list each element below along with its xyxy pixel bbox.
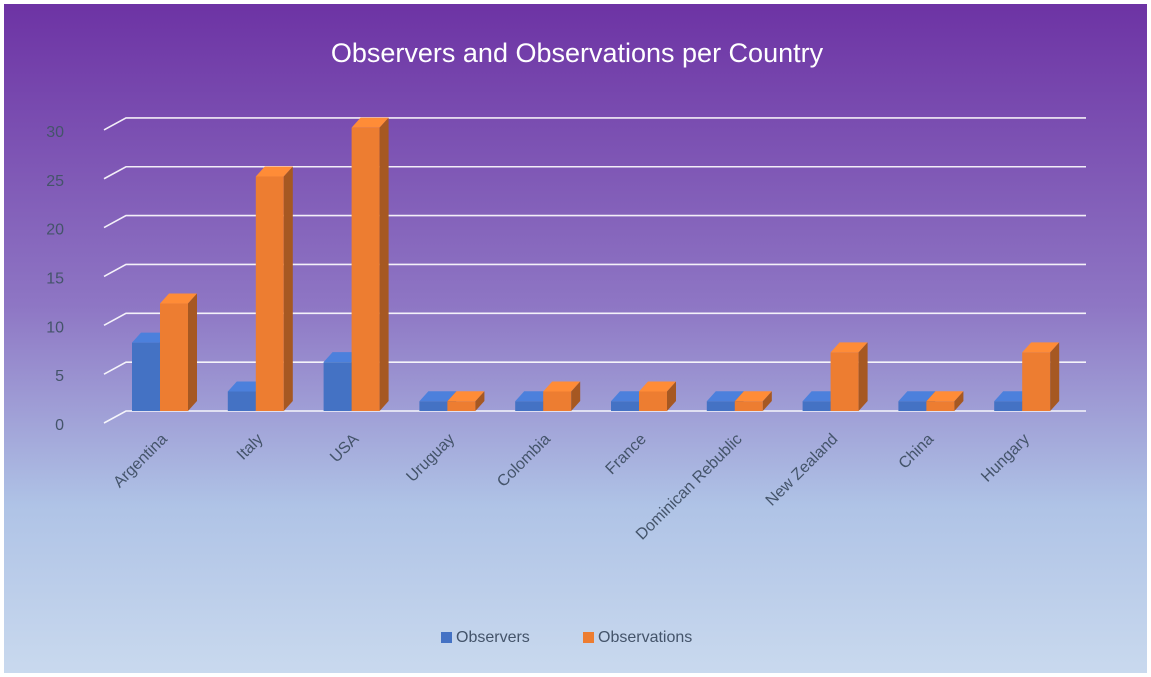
bar-side-face <box>858 342 868 411</box>
bars <box>132 117 1060 412</box>
gridlines <box>103 117 1086 424</box>
gridline-5 <box>103 165 1086 180</box>
bar-top-face <box>419 391 457 402</box>
bar-front-face <box>447 401 476 411</box>
legend: Observers Observations <box>441 629 692 646</box>
bar-observations-5 <box>639 381 676 411</box>
legend-swatch-observers <box>441 632 452 643</box>
y-axis-tick-labels: 0 5 10 15 20 25 30 <box>46 124 64 434</box>
chart-title: Observers and Observations per Country <box>331 38 824 68</box>
chart-area: Observers and Observations per Country 0… <box>4 4 1147 673</box>
bar-side-face <box>379 117 389 412</box>
legend-label-observations: Observations <box>598 629 692 646</box>
y-tick-label-0: 0 <box>55 417 64 434</box>
gridline-3 <box>103 263 1086 278</box>
bar-side-face <box>954 391 964 411</box>
bar-observations-9 <box>1022 342 1060 411</box>
bar-top-face <box>639 381 676 392</box>
bar-front-face <box>639 391 667 411</box>
gridline-2 <box>103 312 1086 327</box>
bar-front-face <box>734 401 763 411</box>
bar-top-face <box>323 352 361 363</box>
bar-top-face <box>227 381 265 392</box>
gridline-4 <box>103 214 1086 229</box>
bar-observations-3 <box>447 391 485 411</box>
bar-front-face <box>160 303 188 411</box>
bar-top-face <box>132 332 169 343</box>
bar-side-face <box>667 381 676 411</box>
bar-side-face <box>1050 342 1060 411</box>
y-tick-label-1: 5 <box>55 368 64 385</box>
bar-side-face <box>571 381 581 411</box>
y-tick-label-3: 15 <box>46 270 64 287</box>
bar-front-face <box>543 391 572 411</box>
y-tick-label-6: 30 <box>46 124 64 141</box>
legend-label-observers: Observers <box>456 629 530 646</box>
bar-top-face <box>1022 342 1060 353</box>
bar-top-face <box>830 342 868 353</box>
bar-front-face <box>898 401 927 411</box>
bar-observations-4 <box>543 381 581 411</box>
bar-observations-6 <box>734 391 772 411</box>
bar-side-face <box>188 293 197 411</box>
bar-front-face <box>611 401 639 411</box>
bar-front-face <box>515 401 544 411</box>
bar-front-face <box>419 401 448 411</box>
bar-top-face <box>351 117 389 128</box>
bar-top-face <box>898 391 936 402</box>
bar-observations-7 <box>830 342 868 411</box>
gridline-6 <box>103 117 1086 131</box>
bar-front-face <box>323 362 352 411</box>
bar-top-face <box>515 391 553 402</box>
bar-observations-2 <box>351 117 389 412</box>
bar-front-face <box>926 401 955 411</box>
bar-top-face <box>611 391 648 402</box>
gridline-0 <box>103 410 1086 424</box>
bar-chart-3d: Observers and Observations per Country 0… <box>4 4 1147 673</box>
bar-top-face <box>802 391 840 402</box>
bar-front-face <box>255 176 284 411</box>
bar-front-face <box>994 401 1023 411</box>
bar-front-face <box>830 352 859 411</box>
bar-top-face <box>994 391 1032 402</box>
bar-front-face <box>351 127 380 412</box>
bar-top-face <box>447 391 485 402</box>
y-tick-label-5: 25 <box>46 173 64 190</box>
bar-top-face <box>543 381 581 392</box>
bar-observations-8 <box>926 391 964 411</box>
bar-side-face <box>475 391 485 411</box>
bar-top-face <box>160 293 197 304</box>
bar-side-face <box>283 166 293 411</box>
bar-observations-0 <box>160 293 197 411</box>
bar-top-face <box>255 166 293 177</box>
bar-top-face <box>734 391 772 402</box>
bar-front-face <box>227 391 256 411</box>
bar-observations-1 <box>255 166 293 411</box>
bar-front-face <box>1022 352 1051 411</box>
gridline-1 <box>103 361 1086 375</box>
bar-top-face <box>926 391 964 402</box>
bar-side-face <box>762 391 772 411</box>
y-tick-label-4: 20 <box>46 222 64 239</box>
legend-swatch-observations <box>583 632 594 643</box>
y-tick-label-2: 10 <box>46 319 64 336</box>
bar-front-face <box>132 342 160 411</box>
bar-front-face <box>706 401 735 411</box>
bar-front-face <box>802 401 831 411</box>
bar-top-face <box>706 391 744 402</box>
